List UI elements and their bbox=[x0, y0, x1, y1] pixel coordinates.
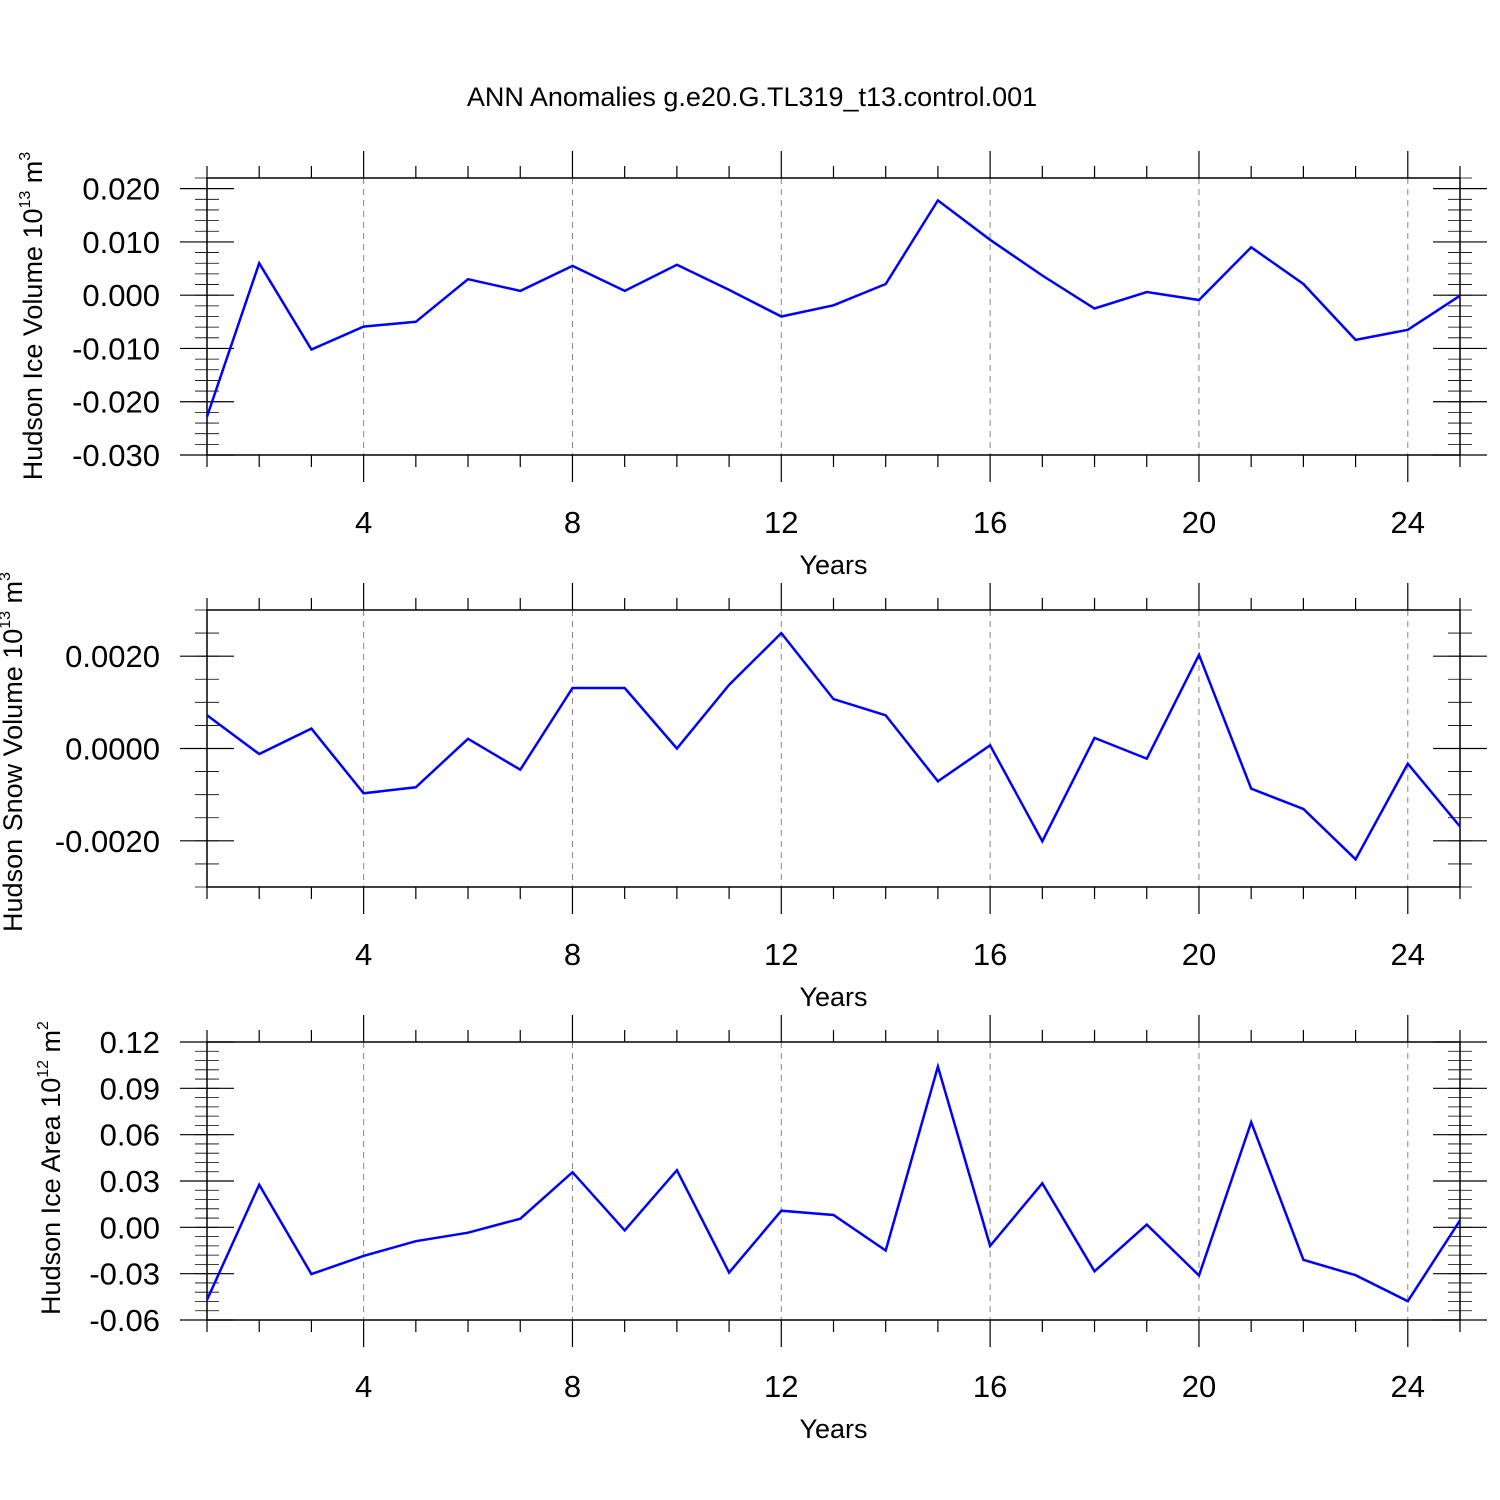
y-axis-title-main: Hudson Ice Volume 10 bbox=[18, 209, 48, 481]
y-axis-title: Hudson Ice Area 1012 m2 bbox=[35, 1021, 66, 1315]
x-tick-label: 4 bbox=[355, 937, 372, 972]
y-tick-label: 0.010 bbox=[82, 225, 160, 260]
y-axis-title-unit-exponent: 2 bbox=[35, 1021, 52, 1030]
y-tick-label: -0.06 bbox=[89, 1303, 160, 1338]
plot-frame bbox=[206, 177, 1461, 456]
y-tick-label: -0.010 bbox=[72, 331, 160, 366]
x-tick-label: 20 bbox=[1182, 505, 1216, 540]
x-tick-label: 4 bbox=[355, 505, 372, 540]
x-tick-label: 24 bbox=[1391, 937, 1425, 972]
x-tick-label: 20 bbox=[1182, 937, 1216, 972]
y-tick-label: -0.0020 bbox=[55, 824, 160, 859]
y-axis-title-exponent: 13 bbox=[17, 191, 34, 209]
series-line bbox=[206, 631, 1461, 862]
y-axis-title: Hudson Snow Volume 1013 m3 bbox=[0, 572, 28, 932]
y-tick-label: -0.030 bbox=[72, 438, 160, 473]
y-tick-label: 0.0000 bbox=[65, 732, 160, 767]
chart-panels: -0.030 -0.020 -0.010 0.000 0.010 0.020 4 8 12 16 2… bbox=[0, 151, 1487, 1444]
series-line bbox=[205, 1062, 1462, 1303]
y-axis-title-exponent: 12 bbox=[35, 1060, 52, 1078]
x-tick-label: 12 bbox=[764, 1369, 798, 1404]
y-tick-label: 0.12 bbox=[100, 1025, 160, 1060]
y-tick-label: 0.0020 bbox=[65, 639, 160, 674]
y-axis-title-unit: m bbox=[18, 161, 48, 191]
x-tick-label: 8 bbox=[564, 937, 581, 972]
y-tick-label: 0.00 bbox=[100, 1210, 160, 1245]
y-axis-title-main: Hudson Ice Area 10 bbox=[36, 1078, 66, 1315]
y-axis-title-unit-exponent: 3 bbox=[0, 572, 14, 581]
chart-panel-1: -0.030 -0.020 -0.010 0.000 0.010 0.020 4 8 12 16 2… bbox=[17, 151, 1487, 580]
y-tick-label: 0.06 bbox=[100, 1118, 160, 1153]
x-axis-title: Years bbox=[799, 982, 867, 1012]
plot-frame bbox=[206, 609, 1461, 888]
plot-frame bbox=[206, 1041, 1461, 1321]
x-tick-label: 24 bbox=[1391, 1369, 1425, 1404]
x-tick-label: 12 bbox=[764, 505, 798, 540]
x-tick-label: 8 bbox=[564, 1369, 581, 1404]
y-tick-label: 0.020 bbox=[82, 172, 160, 207]
x-axis-title: Years bbox=[799, 1414, 867, 1444]
y-axis-title: Hudson Ice Volume 1013 m3 bbox=[17, 152, 48, 480]
y-axis-title-unit: m bbox=[0, 581, 28, 611]
y-tick-label: -0.020 bbox=[72, 385, 160, 420]
y-tick-label: -0.03 bbox=[89, 1257, 160, 1292]
y-axis-title-unit-exponent: 3 bbox=[17, 152, 34, 161]
y-axis-title-main: Hudson Snow Volume 10 bbox=[0, 629, 28, 932]
x-tick-label: 16 bbox=[973, 937, 1007, 972]
x-tick-label: 24 bbox=[1391, 505, 1425, 540]
y-tick-label: 0.000 bbox=[82, 278, 160, 313]
x-tick-label: 4 bbox=[355, 1369, 372, 1404]
series-line bbox=[205, 198, 1461, 418]
x-tick-label: 20 bbox=[1182, 1369, 1216, 1404]
chart-panel-2: -0.0020 0.0000 0.0020 4 8 12 16 20 24 Years Hudson… bbox=[0, 572, 1487, 1012]
x-tick-label: 8 bbox=[564, 505, 581, 540]
y-axis-title-unit: m bbox=[36, 1030, 66, 1060]
x-tick-label: 16 bbox=[973, 1369, 1007, 1404]
chart-panel-3: -0.06 -0.03 0.00 0.03 0.06 0.09 0.12 4 8 12 16 20 24… bbox=[35, 1015, 1487, 1444]
y-tick-label: 0.09 bbox=[100, 1071, 160, 1106]
x-tick-label: 16 bbox=[973, 505, 1007, 540]
x-axis-title: Years bbox=[799, 550, 867, 580]
x-tick-label: 12 bbox=[764, 937, 798, 972]
figure-title: ANN Anomalies g.e20.G.TL319_t13.control.… bbox=[467, 82, 1037, 112]
y-tick-label: 0.03 bbox=[100, 1164, 160, 1199]
y-axis-title-exponent: 13 bbox=[0, 611, 14, 629]
